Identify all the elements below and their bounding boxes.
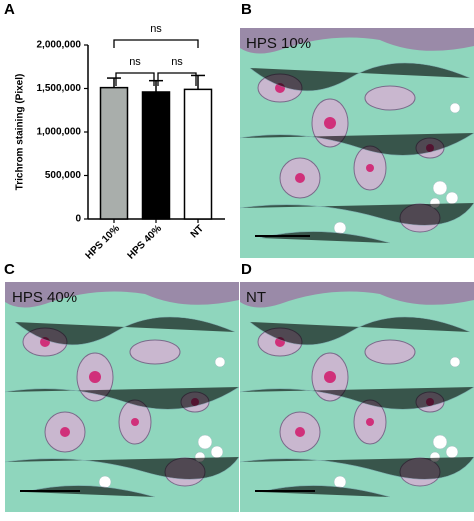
significance-bracket — [157, 72, 197, 86]
y-tick-label: 0 — [75, 214, 81, 225]
y-axis-label: Trichrom staining (Pixel) — [15, 74, 26, 191]
significance-bracket — [115, 72, 155, 86]
x-tick-label: HPS 10% — [84, 223, 123, 262]
y-tick-label: 2,000,000 — [37, 40, 82, 51]
x-tick-label: NT — [189, 223, 206, 240]
bar — [99, 86, 129, 220]
bar — [183, 88, 213, 220]
significance-label: ns — [171, 56, 183, 68]
significance-label: ns — [129, 56, 141, 68]
image-label: NT — [246, 289, 266, 306]
y-tick-label: 1,500,000 — [37, 83, 82, 94]
y-tick-label: 500,000 — [45, 170, 82, 181]
panel-letter: B — [241, 1, 252, 18]
y-tick-label: 1,000,000 — [37, 127, 82, 138]
significance-label: ns — [150, 23, 162, 35]
panel-b-image — [239, 27, 474, 259]
image-label: HPS 10% — [246, 35, 311, 52]
bar — [141, 91, 171, 220]
panel-letter: A — [4, 1, 15, 18]
x-tick-label: HPS 40% — [126, 223, 165, 262]
panel-letter: C — [4, 261, 15, 278]
image-label: HPS 40% — [12, 289, 77, 306]
panel-c-image — [4, 281, 240, 513]
panel-d-image — [239, 281, 474, 513]
significance-bracket — [113, 39, 199, 48]
panel-letter: D — [241, 261, 252, 278]
